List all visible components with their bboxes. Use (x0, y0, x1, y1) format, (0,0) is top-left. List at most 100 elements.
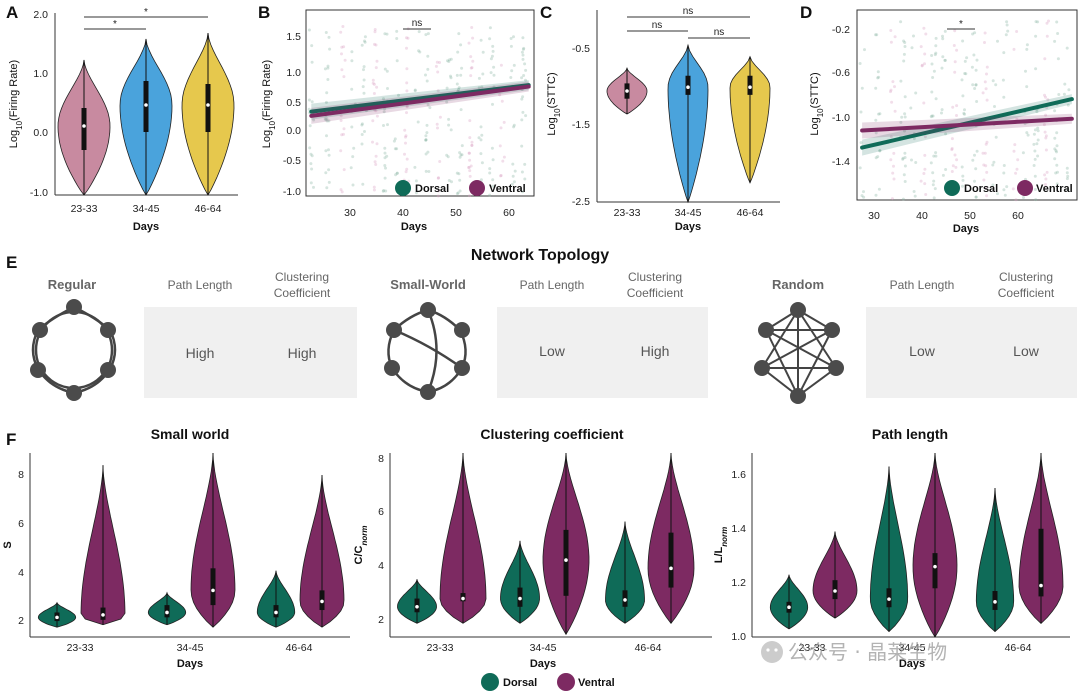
d-legend-dorsal-swatch (944, 180, 960, 196)
scD-point (1062, 92, 1066, 96)
scD-point (890, 100, 894, 104)
scB-point (350, 87, 354, 91)
scD-point (913, 194, 917, 198)
scB-point (477, 86, 481, 90)
scD-point (889, 158, 893, 162)
b-ylabel: Log10(Firing Rate) (261, 60, 277, 148)
scB-point (405, 67, 409, 71)
scD-point (1012, 149, 1016, 153)
c-sig-2: ns (652, 20, 663, 31)
scB-point (339, 119, 343, 122)
scB-point (459, 43, 463, 47)
f-c-ytick: 8 (378, 453, 384, 465)
panel-b-axes (305, 9, 535, 197)
scB-point (374, 163, 378, 166)
scD-point (1006, 29, 1010, 33)
scD-point (975, 58, 979, 62)
scB-point (310, 60, 314, 64)
scB-point (375, 85, 379, 89)
random-path-value: Low (909, 343, 936, 359)
scD-point (891, 80, 895, 84)
regular-network-nodes (30, 299, 116, 401)
scD-point (1055, 163, 1059, 167)
f-c-xtick: 46-64 (635, 642, 662, 654)
scB-point (403, 152, 406, 156)
f-c-xtick: 34-45 (530, 642, 557, 654)
d-xtick: 50 (964, 210, 976, 222)
scB-point (360, 123, 364, 127)
b-xlabel: Days (401, 221, 427, 233)
scD-point (950, 170, 954, 173)
scD-point (892, 151, 896, 155)
scB-point (405, 111, 408, 115)
scB-point (470, 143, 474, 147)
scB-point (488, 26, 492, 30)
f-legend-dorsal-swatch (481, 673, 499, 691)
d-xtick: 60 (1012, 210, 1024, 222)
scB-point (424, 138, 428, 142)
scB-point (524, 114, 528, 118)
scB-point (363, 40, 367, 44)
scD-point (1013, 143, 1017, 147)
scB-point (520, 97, 524, 101)
scD-point (910, 158, 913, 162)
scD-point (1043, 93, 1046, 97)
c-significance (627, 16, 750, 39)
d-legend-ventral: Ventral (1036, 183, 1073, 195)
vFC-ventral-46-64-box (668, 532, 674, 588)
scB-point (382, 189, 386, 192)
scD-point (983, 80, 987, 84)
scD-point (874, 33, 878, 37)
scD-point (1066, 188, 1070, 192)
scD-point (974, 83, 978, 87)
scD-point (982, 178, 986, 182)
scB-point (413, 88, 417, 92)
scB-point (457, 88, 460, 91)
scB-point (416, 120, 420, 124)
scB-point (436, 70, 440, 74)
scB-point (381, 189, 385, 193)
scD-point (1003, 193, 1007, 197)
scB-point (413, 165, 417, 169)
scB-point (324, 171, 328, 175)
f-legend-ventral-swatch (557, 673, 575, 691)
scB-point (513, 169, 517, 173)
scB-point (481, 50, 485, 54)
a-ytick: 0.0 (33, 127, 48, 139)
scD-point (985, 98, 989, 102)
scB-point (450, 180, 453, 184)
scB-point (360, 133, 364, 136)
scD-point (1065, 166, 1069, 170)
scD-point (874, 193, 878, 197)
panel-b-fits (309, 80, 531, 124)
scB-point (363, 130, 366, 133)
scB-point (458, 189, 462, 193)
scD-point (941, 55, 945, 59)
scB-point (470, 143, 474, 147)
scD-point (924, 32, 928, 36)
scB-point (512, 123, 516, 127)
scD-point (973, 31, 977, 35)
scD-point (1066, 174, 1070, 178)
scB-point (520, 76, 524, 80)
topology-random-name: Random (772, 277, 824, 292)
random-table-bg (866, 307, 1077, 398)
scB-point (460, 144, 464, 148)
scD-point (1032, 142, 1036, 146)
scD-point (1044, 95, 1047, 99)
scB-point (524, 68, 528, 72)
scD-point (930, 62, 934, 66)
scD-point (934, 154, 938, 158)
scB-point (512, 125, 516, 129)
f-legend-ventral: Ventral (578, 677, 615, 689)
scD-point (930, 54, 934, 57)
panel-label-f: F (6, 430, 16, 449)
scB-point (500, 99, 504, 103)
f-s-xtick: 23-33 (67, 642, 94, 654)
scB-point (522, 74, 526, 77)
scB-point (471, 36, 475, 40)
scB-point (426, 67, 430, 71)
scD-point (876, 155, 880, 159)
scD-point (941, 34, 944, 38)
panel-label-e: E (6, 253, 17, 272)
